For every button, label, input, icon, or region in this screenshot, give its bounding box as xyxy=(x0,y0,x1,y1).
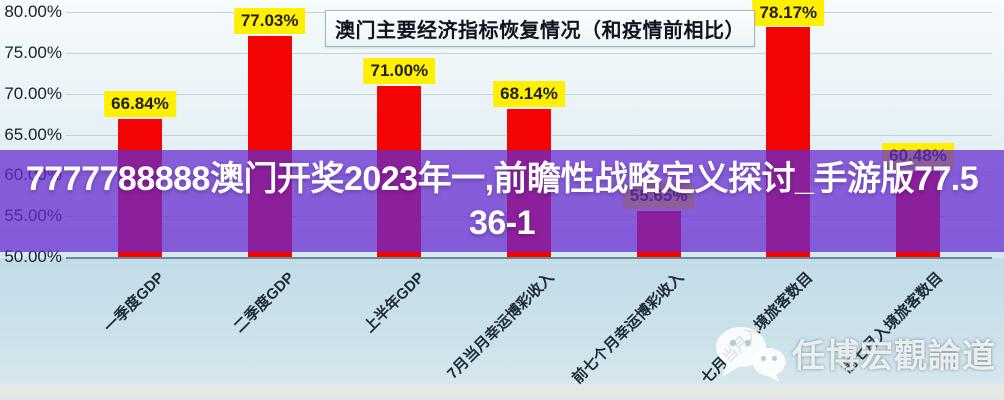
wechat-icon xyxy=(716,327,786,382)
axis-label-zone xyxy=(0,258,1004,400)
chart-title: 澳门主要经济指标恢复情况（和疫情前相比） xyxy=(335,20,745,42)
y-axis-tick-label: 80.00% xyxy=(4,2,62,21)
y-axis-tick-label: 75.00% xyxy=(4,42,62,62)
bar-value-label: 68.14% xyxy=(493,80,565,107)
y-axis-tick-label: 65.00% xyxy=(4,124,62,144)
bar-value-label: 78.17% xyxy=(752,0,825,26)
watermark-text: 任博宏觀論道 xyxy=(792,337,996,374)
bar-value-label: 77.03% xyxy=(233,8,306,35)
y-axis-tick-label: 70.00% xyxy=(4,83,62,103)
overlay-banner-line1: 7777788888澳门开奖2023年一,前瞻性战略定义探讨_手游版77.5 xyxy=(25,160,979,198)
overlay-banner-line2: 36-1 xyxy=(468,204,536,242)
bar-value-label: 66.84% xyxy=(104,91,176,118)
x-axis-line xyxy=(66,257,992,259)
watermark: 任博宏觀論道 xyxy=(714,324,996,382)
gridline xyxy=(66,52,992,54)
bar-value-label: 71.00% xyxy=(363,57,436,84)
overlay-banner: 7777788888澳门开奖2023年一,前瞻性战略定义探讨_手游版77.5 3… xyxy=(0,150,1004,252)
chart-title-box: 澳门主要经济指标恢复情况（和疫情前相比） xyxy=(325,10,755,47)
